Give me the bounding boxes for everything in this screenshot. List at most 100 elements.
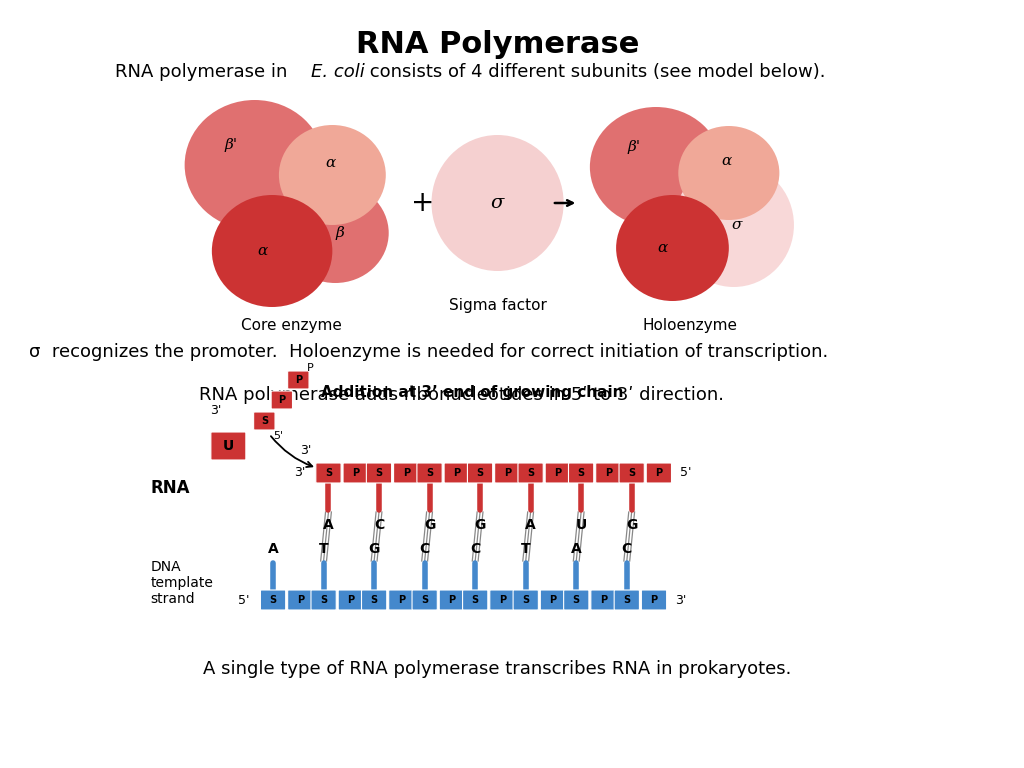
Text: P: P	[295, 375, 302, 385]
FancyBboxPatch shape	[393, 463, 419, 483]
FancyBboxPatch shape	[463, 590, 487, 610]
Text: S: S	[426, 468, 433, 478]
Text: P: P	[499, 595, 506, 605]
FancyBboxPatch shape	[361, 590, 387, 610]
Text: RNA polymerase adds ribonucleotides in 5ʹ to 3ʹ direction.: RNA polymerase adds ribonucleotides in 5…	[200, 386, 724, 404]
Text: T: T	[318, 542, 329, 556]
Text: A: A	[525, 518, 536, 532]
Ellipse shape	[590, 107, 722, 227]
Text: P: P	[504, 468, 511, 478]
Ellipse shape	[678, 126, 779, 220]
FancyBboxPatch shape	[367, 463, 391, 483]
FancyBboxPatch shape	[311, 590, 336, 610]
FancyBboxPatch shape	[315, 463, 341, 483]
Ellipse shape	[212, 195, 333, 307]
Text: P: P	[605, 468, 612, 478]
Text: 5': 5'	[680, 466, 692, 479]
Text: P: P	[650, 595, 657, 605]
Text: G: G	[424, 518, 435, 532]
Text: α: α	[657, 241, 668, 255]
FancyBboxPatch shape	[495, 463, 520, 483]
Text: Addition at 3’ end of growing chain: Addition at 3’ end of growing chain	[321, 386, 624, 400]
FancyBboxPatch shape	[620, 463, 644, 483]
Text: S: S	[421, 595, 428, 605]
FancyBboxPatch shape	[541, 590, 565, 610]
Text: +: +	[411, 189, 434, 217]
Text: S: S	[325, 468, 332, 478]
Text: P: P	[306, 363, 313, 373]
Text: S: S	[628, 468, 635, 478]
Text: U: U	[223, 439, 234, 453]
Text: S: S	[578, 468, 585, 478]
FancyBboxPatch shape	[254, 412, 275, 430]
FancyBboxPatch shape	[489, 590, 515, 610]
Text: A: A	[571, 542, 582, 556]
FancyBboxPatch shape	[596, 463, 621, 483]
Text: S: S	[527, 468, 535, 478]
FancyBboxPatch shape	[211, 432, 246, 460]
FancyBboxPatch shape	[545, 463, 570, 483]
FancyBboxPatch shape	[439, 590, 465, 610]
Text: 3': 3'	[676, 594, 687, 607]
FancyBboxPatch shape	[444, 463, 469, 483]
Text: consists of 4 different subunits (see model below).: consists of 4 different subunits (see mo…	[365, 63, 826, 81]
FancyBboxPatch shape	[641, 590, 667, 610]
Text: P: P	[600, 595, 607, 605]
FancyBboxPatch shape	[563, 590, 589, 610]
Text: Holoenzyme: Holoenzyme	[642, 318, 737, 333]
Text: C: C	[374, 518, 384, 532]
Text: β': β'	[627, 140, 640, 154]
Text: 3': 3'	[210, 403, 221, 416]
Text: P: P	[402, 468, 410, 478]
Text: E. coli: E. coli	[311, 63, 365, 81]
FancyBboxPatch shape	[389, 590, 414, 610]
FancyBboxPatch shape	[614, 590, 639, 610]
FancyBboxPatch shape	[591, 590, 616, 610]
FancyBboxPatch shape	[343, 463, 369, 483]
Ellipse shape	[616, 195, 729, 301]
FancyBboxPatch shape	[288, 371, 309, 389]
FancyBboxPatch shape	[271, 391, 293, 409]
Text: S: S	[472, 595, 479, 605]
Text: S: S	[476, 468, 483, 478]
Text: σ: σ	[731, 218, 741, 232]
Text: σ: σ	[490, 194, 504, 212]
Text: β: β	[336, 226, 344, 240]
Text: P: P	[550, 595, 556, 605]
Text: α: α	[722, 154, 732, 168]
Text: σ  recognizes the promoter.  Holoenzyme is needed for correct initiation of tran: σ recognizes the promoter. Holoenzyme is…	[29, 343, 828, 361]
Text: P: P	[454, 468, 461, 478]
FancyBboxPatch shape	[513, 590, 539, 610]
FancyBboxPatch shape	[568, 463, 594, 483]
Text: C: C	[470, 542, 480, 556]
Text: S: S	[261, 416, 268, 426]
Text: A single type of RNA polymerase transcribes RNA in prokaryotes.: A single type of RNA polymerase transcri…	[204, 660, 792, 678]
Text: P: P	[352, 468, 359, 478]
Text: S: S	[376, 468, 383, 478]
Text: P: P	[655, 468, 663, 478]
Text: C: C	[622, 542, 632, 556]
FancyBboxPatch shape	[417, 463, 442, 483]
Text: α: α	[257, 244, 267, 258]
Text: G: G	[626, 518, 637, 532]
Text: P: P	[279, 395, 286, 405]
Ellipse shape	[282, 183, 389, 283]
Text: P: P	[297, 595, 304, 605]
Text: 5': 5'	[272, 431, 283, 441]
Text: A: A	[324, 518, 334, 532]
Text: 5': 5'	[239, 594, 250, 607]
Text: G: G	[369, 542, 380, 556]
Text: P: P	[347, 595, 354, 605]
FancyBboxPatch shape	[518, 463, 543, 483]
Ellipse shape	[431, 135, 563, 271]
Text: 3': 3'	[294, 466, 305, 479]
Text: A: A	[267, 542, 279, 556]
Text: P: P	[397, 595, 404, 605]
Ellipse shape	[674, 163, 794, 287]
Text: C: C	[420, 542, 430, 556]
Text: Sigma factor: Sigma factor	[449, 298, 547, 313]
Text: S: S	[269, 595, 276, 605]
Text: α: α	[326, 156, 336, 170]
Text: RNA Polymerase: RNA Polymerase	[356, 30, 639, 59]
FancyBboxPatch shape	[338, 590, 364, 610]
